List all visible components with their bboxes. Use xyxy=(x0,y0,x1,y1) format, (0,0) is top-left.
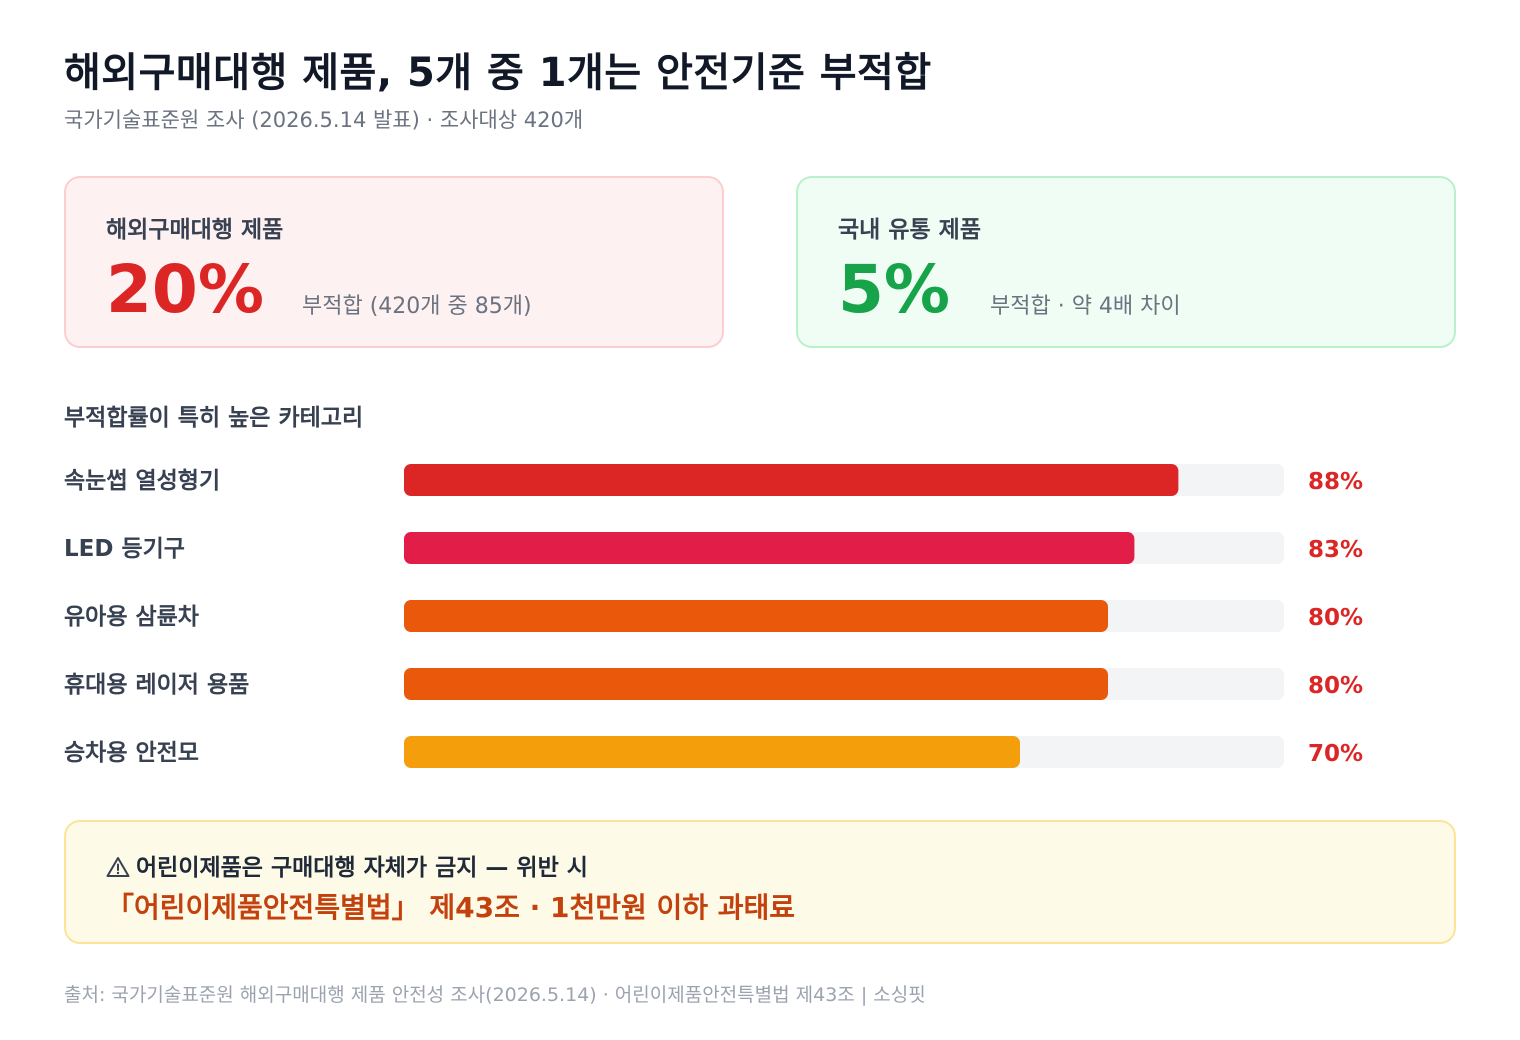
bar-row: 승차용 안전모 70% xyxy=(64,736,1363,768)
bar-row: 휴대용 레이저 용품 80% xyxy=(64,668,1363,700)
domestic-card-label: 국내 유통 제품 xyxy=(838,217,981,243)
category-label: 유아용 삼륜차 xyxy=(64,604,199,630)
category-label: LED 등기구 xyxy=(64,536,185,562)
category-label: 승차용 안전모 xyxy=(64,740,199,766)
domestic-stat-card: 국내 유통 제품 5% 부적합 · 약 4배 차이 xyxy=(796,176,1456,348)
bar xyxy=(404,600,1108,632)
overseas-stat-card: 해외구매대행 제품 20% 부적합 (420개 중 85개) xyxy=(64,176,724,348)
bar xyxy=(404,464,1179,496)
bar-row: LED 등기구 83% xyxy=(64,532,1363,564)
domestic-card-note: 부적합 · 약 4배 차이 xyxy=(990,294,1181,319)
category-label: 휴대용 레이저 용품 xyxy=(64,672,249,698)
value-label: 70% xyxy=(1308,741,1363,767)
overseas-card-value: 20% xyxy=(106,251,264,328)
value-label: 83% xyxy=(1308,537,1363,563)
page-subtitle: 국가기술표준원 조사 (2026.5.14 발표) · 조사대상 420개 xyxy=(64,108,584,132)
category-label: 속눈썹 열성형기 xyxy=(64,468,220,494)
callout-heading: 어린이제품은 구매대행 자체가 금지 — 위반 시 xyxy=(106,848,588,882)
bar xyxy=(404,668,1108,700)
category-bar-chart: 속눈썹 열성형기 88%LED 등기구 83%유아용 삼륜차 80%휴대용 레이저 용… xyxy=(64,464,1363,768)
warning-callout: 어린이제품은 구매대행 자체가 금지 — 위반 시 「어린이제품안전특별법」 제… xyxy=(64,820,1456,944)
bar xyxy=(404,532,1135,564)
warning-icon xyxy=(106,855,130,881)
bar-row: 속눈썹 열성형기 88% xyxy=(64,464,1363,496)
value-label: 80% xyxy=(1308,605,1363,631)
bar xyxy=(404,736,1020,768)
page-title: 해외구매대행 제품, 5개 중 1개는 안전기준 부적합 xyxy=(64,50,932,96)
bar-row: 유아용 삼륜차 80% xyxy=(64,600,1363,632)
value-label: 88% xyxy=(1308,469,1363,495)
chart-section-title: 부적합률이 특히 높은 카테고리 xyxy=(64,405,364,431)
source-footnote: 출처: 국가기술표준원 해외구매대행 제품 안전성 조사(2026.5.14) … xyxy=(64,984,926,1006)
value-label: 80% xyxy=(1308,673,1363,699)
overseas-card-label: 해외구매대행 제품 xyxy=(106,217,284,243)
callout-heading-text: 어린이제품은 구매대행 자체가 금지 — 위반 시 xyxy=(136,855,588,881)
overseas-card-note: 부적합 (420개 중 85개) xyxy=(302,294,532,319)
callout-law-text: 「어린이제품안전특별법」 제43조 · 1천만원 이하 과태료 xyxy=(106,891,796,924)
domestic-card-value: 5% xyxy=(838,251,951,328)
